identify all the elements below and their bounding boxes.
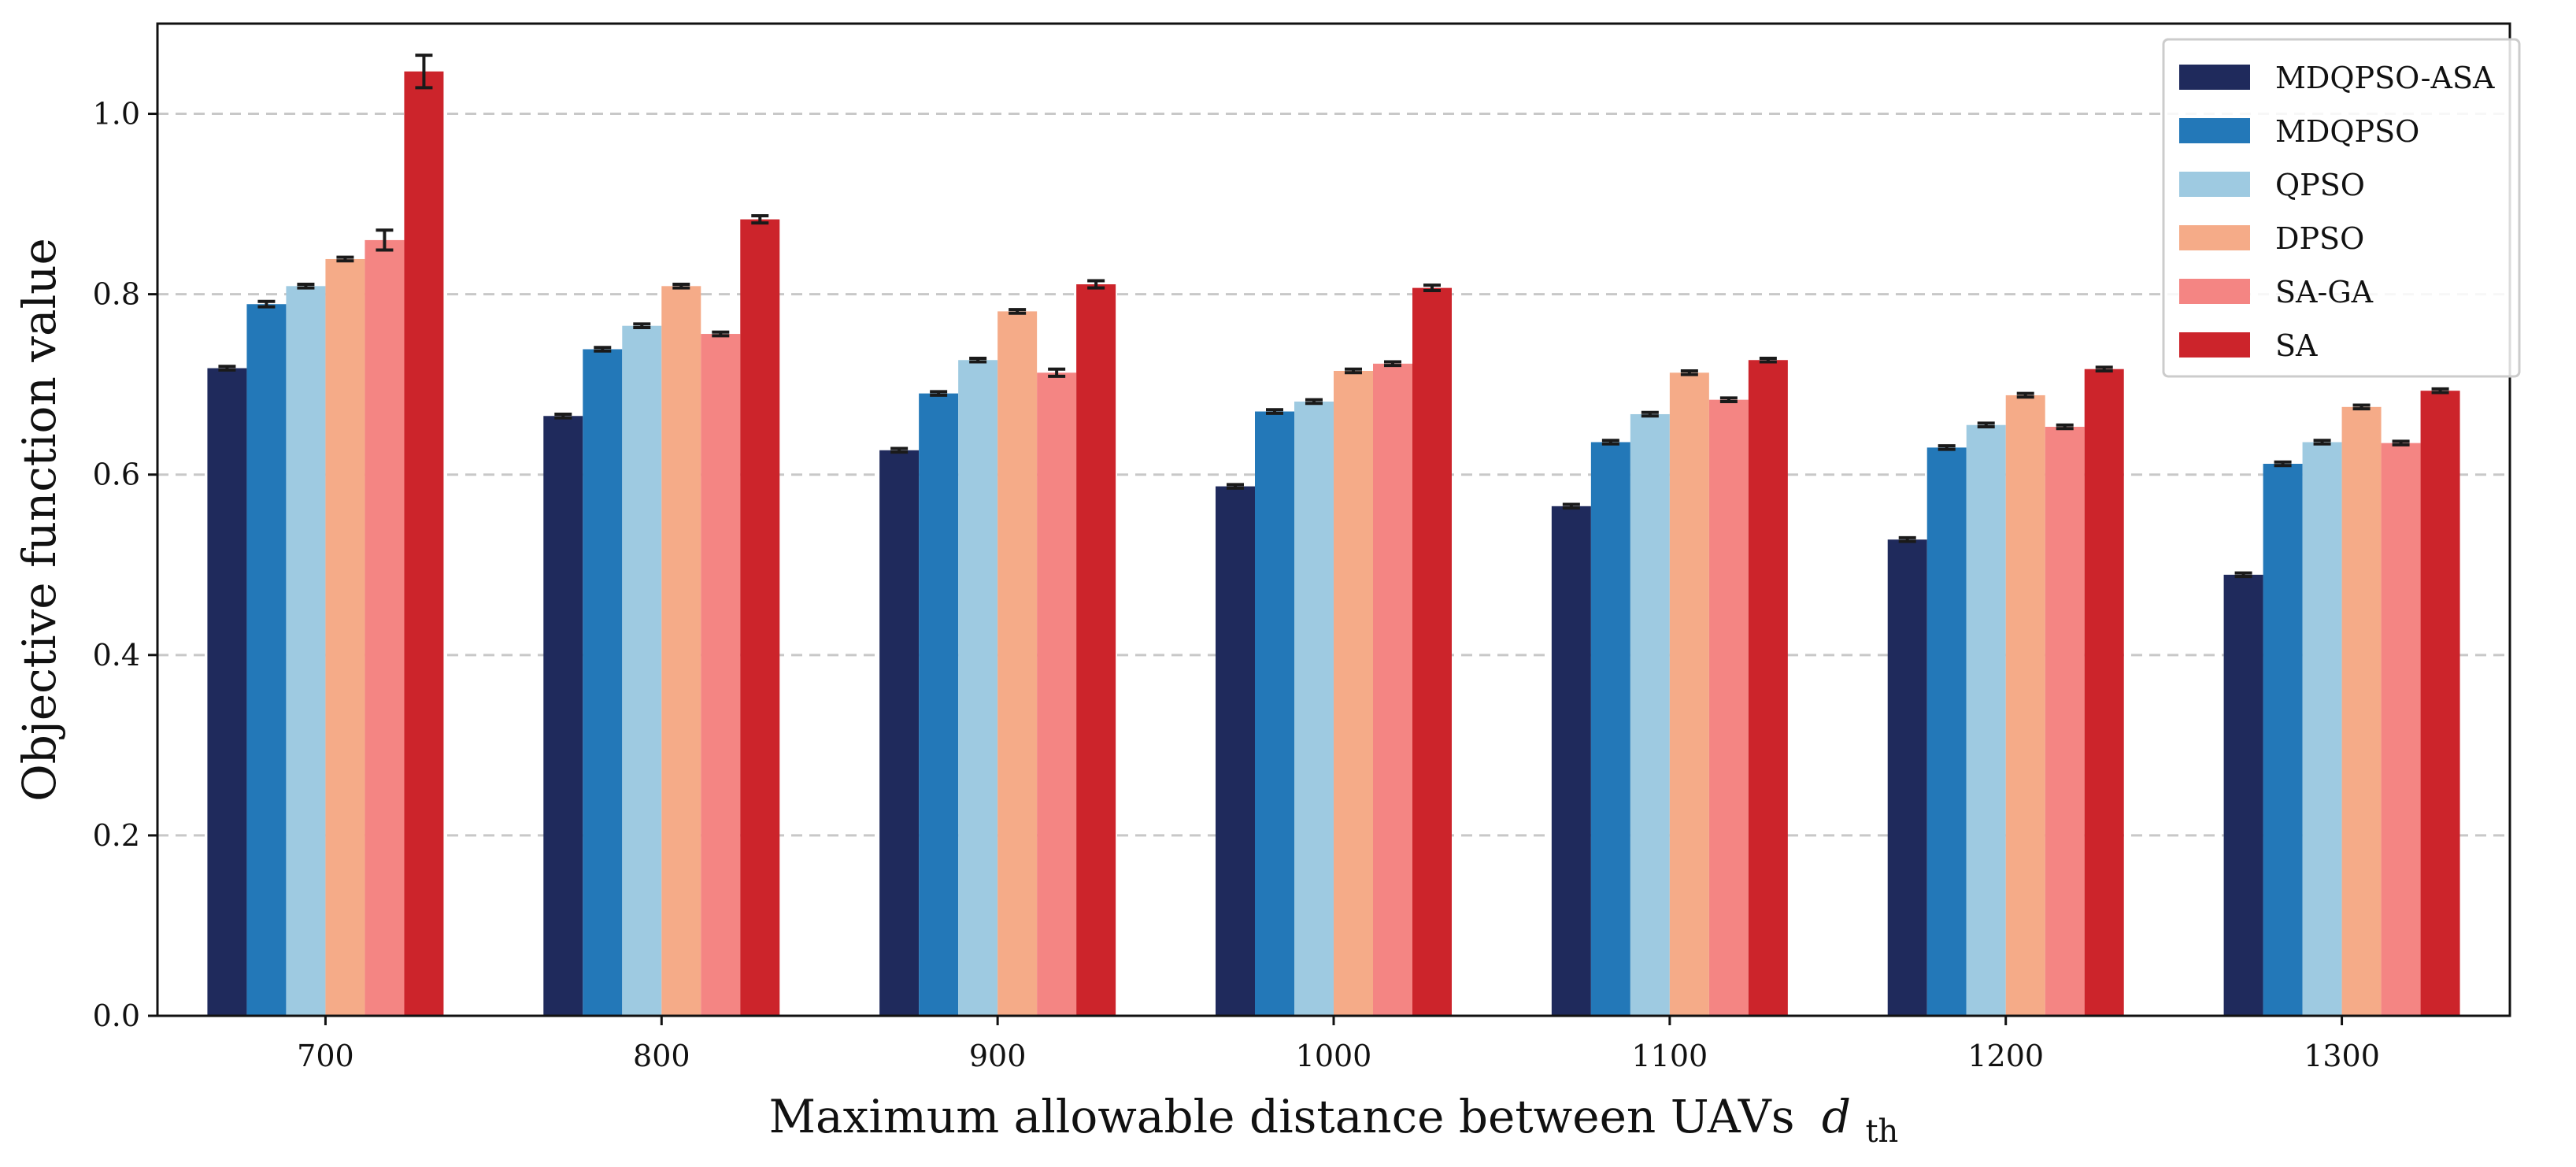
bar — [1334, 371, 1373, 1016]
x-tick-label: 1000 — [1296, 1039, 1372, 1073]
bar — [2302, 442, 2342, 1016]
bar — [2263, 463, 2303, 1016]
bar — [622, 325, 662, 1016]
bar — [958, 360, 998, 1017]
y-tick-label: 0.0 — [93, 998, 140, 1033]
bar — [997, 311, 1038, 1016]
bar — [1551, 506, 1591, 1016]
bar — [879, 450, 920, 1016]
legend: MDQPSO-ASA MDQPSO QPSO DPSO SA-GA SA — [2162, 38, 2521, 378]
legend-swatch — [2179, 279, 2250, 304]
legend-label: MDQPSO-ASA — [2275, 61, 2495, 95]
y-tick-label: 1.0 — [93, 97, 140, 132]
y-tick-label: 0.8 — [93, 277, 140, 312]
legend-swatch — [2179, 332, 2250, 358]
bar — [701, 334, 741, 1016]
legend-box — [2162, 38, 2521, 378]
y-tick-label: 0.6 — [93, 458, 140, 492]
bar — [246, 304, 287, 1017]
x-axis-label-symbol: d — [1822, 1090, 1851, 1143]
x-axis: 700 800 900 1000 1100 1200 1300 — [297, 1016, 2380, 1073]
bar — [325, 258, 365, 1016]
legend-swatch — [2179, 65, 2250, 90]
x-axis-label: Maximum allowable distance between UAVs … — [769, 1090, 1899, 1150]
bar — [2420, 391, 2460, 1016]
bar — [1708, 399, 1749, 1016]
bar — [1255, 411, 1294, 1016]
bar — [365, 239, 405, 1017]
legend-label: QPSO — [2275, 168, 2365, 202]
x-tick-label: 900 — [969, 1039, 1027, 1073]
legend-label: MDQPSO — [2275, 114, 2419, 149]
bar — [1590, 442, 1630, 1016]
legend-label: SA-GA — [2275, 275, 2374, 309]
bar — [1926, 447, 1967, 1016]
y-tick-label: 0.2 — [93, 818, 140, 853]
y-axis-label: Objective function value — [13, 238, 66, 802]
legend-label: DPSO — [2275, 221, 2364, 256]
bar — [1294, 401, 1334, 1017]
legend-swatch — [2179, 225, 2250, 250]
bar — [543, 416, 583, 1016]
bar — [1037, 372, 1077, 1017]
bar — [2005, 395, 2045, 1017]
bar — [1216, 486, 1255, 1016]
bar — [2223, 574, 2263, 1016]
bar — [583, 349, 623, 1016]
bar — [2045, 427, 2085, 1016]
legend-swatch — [2179, 118, 2250, 143]
x-axis-label-subscript: th — [1865, 1113, 1898, 1150]
bar — [2381, 443, 2421, 1016]
x-axis-label-text: Maximum allowable distance between UAVs — [769, 1090, 1795, 1143]
y-axis: 0.0 0.2 0.4 0.6 0.8 1.0 — [93, 97, 157, 1033]
legend-swatch — [2179, 172, 2250, 197]
legend-label: SA — [2275, 328, 2318, 363]
x-tick-label: 700 — [297, 1039, 354, 1073]
error-bars — [218, 54, 2449, 579]
bar — [404, 71, 444, 1016]
bar — [207, 368, 247, 1017]
bar — [2084, 369, 2124, 1016]
y-tick-label: 0.4 — [93, 638, 140, 672]
bar — [1887, 539, 1927, 1016]
bar — [919, 393, 959, 1016]
x-tick-label: 1100 — [1631, 1039, 1708, 1073]
bar — [1669, 372, 1709, 1017]
bar — [2341, 406, 2382, 1016]
bar — [1373, 363, 1412, 1016]
bar — [1630, 413, 1670, 1016]
bar — [1412, 287, 1452, 1017]
x-tick-label: 800 — [633, 1039, 690, 1073]
x-tick-label: 1200 — [1967, 1039, 2044, 1073]
bar — [1966, 424, 2006, 1016]
bar — [286, 286, 326, 1016]
bars — [207, 71, 2460, 1017]
bar — [1748, 360, 1788, 1017]
bar — [1076, 284, 1116, 1016]
x-tick-label: 1300 — [2304, 1039, 2380, 1073]
bar — [740, 219, 780, 1017]
bar — [661, 286, 701, 1016]
